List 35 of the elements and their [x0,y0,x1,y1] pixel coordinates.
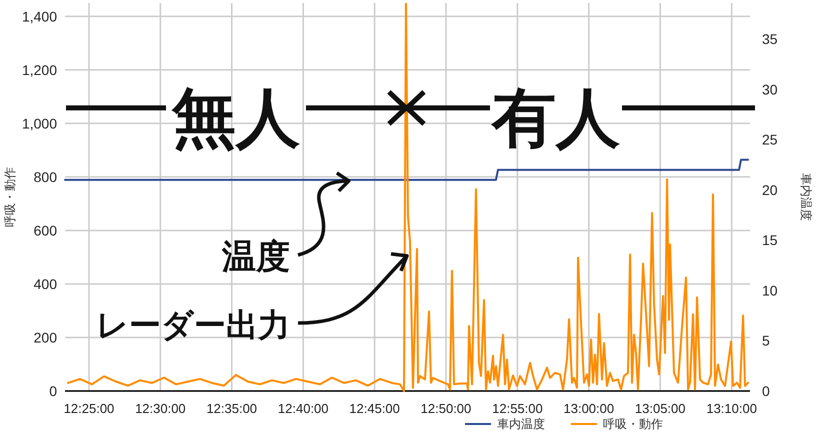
x-tick-label: 12:40:00 [278,401,329,416]
line-series [67,3,750,392]
y2-tick-label: 20 [762,182,778,198]
x-tick-label: 13:05:00 [634,401,686,416]
y2-tick-label: 0 [762,383,770,399]
y-tick-label: 1,000 [22,115,58,132]
x-tick-label: 12:25:00 [64,401,114,416]
y2-tick-label: 25 [762,132,778,148]
annotation: 有人 [490,82,620,154]
x-tick-label: 12:30:00 [135,401,186,416]
y2-axis-title: 車内温度 [799,173,813,221]
x-tick-label: 13:10:00 [706,401,757,416]
y-tick-label: 1,200 [22,62,58,78]
annotation: 無人 [171,82,300,154]
y-axis-title: 呼吸・動作 [3,167,17,227]
y-tick-label: 800 [34,168,58,185]
y-tick-label: 600 [34,222,58,238]
y2-tick-label: 5 [762,332,770,349]
x-tick-label: 13:00:00 [564,401,614,416]
x-tick-label: 12:35:00 [206,401,258,416]
y2-tick-label: 15 [762,232,778,248]
annotation: レーダー出力 [96,307,290,343]
annotation: 温度 [221,238,290,276]
y-tick-label: 200 [34,329,58,346]
x-tick-label: 12:45:00 [349,401,400,416]
y-tick-label: 400 [34,276,58,292]
y-tick-label: 0 [49,383,58,399]
y-tick-label: 1,400 [22,8,58,24]
x-tick-label: 12:50:00 [420,401,472,416]
legend-label: 呼吸・動作 [603,417,663,431]
y2-tick-label: 35 [762,31,778,48]
y2-tick-label: 30 [762,81,778,98]
legend-label: 車内温度 [497,417,545,431]
y2-tick-label: 10 [762,282,778,298]
x-tick-label: 12:55:00 [492,401,543,416]
